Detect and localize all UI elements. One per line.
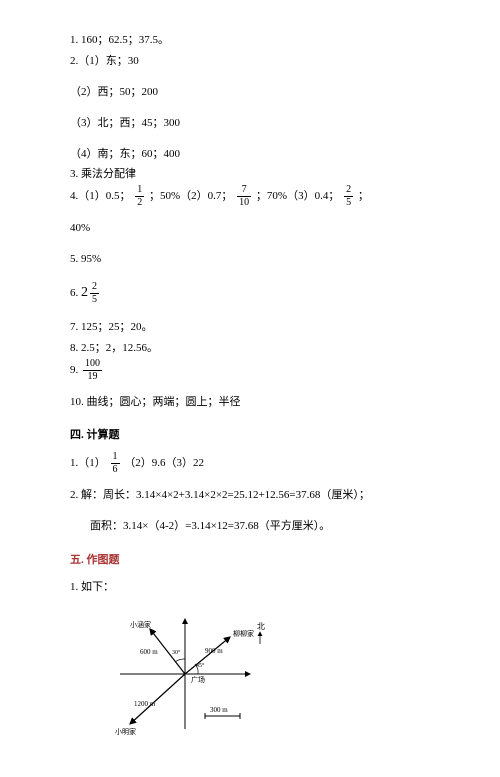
frac-num: 7 xyxy=(237,185,251,197)
ans-4-mid1: ；50%（2）0.7； xyxy=(149,190,232,202)
frac-num: 100 xyxy=(83,359,102,371)
frac-num: 1 xyxy=(135,185,144,197)
ans-5: 5. 95% xyxy=(70,249,440,270)
frac-den: 5 xyxy=(90,294,99,305)
frac-den: 5 xyxy=(344,197,353,208)
s5-q1: 1. 如下： xyxy=(70,577,440,598)
ans-6-label: 6. xyxy=(70,287,81,299)
frac-num: 1 xyxy=(111,452,120,464)
ans-1: 1. 160；62.5；37.5。 xyxy=(70,30,440,51)
label-300m: 300 m xyxy=(210,706,228,714)
label-600m: 600 m xyxy=(140,648,158,656)
fraction-two-fifths: 2 5 xyxy=(344,185,353,208)
ans-2-4: （4）南；东；60；400 xyxy=(70,144,440,165)
frac-den: 19 xyxy=(83,371,102,382)
ans-6: 6. 2 2 5 xyxy=(70,280,440,307)
ans-4-prefix: 4.（1）0.5； xyxy=(70,190,131,202)
s4-q1: 1.（1） 1 6 （2）9.6（3）22 xyxy=(70,452,440,475)
fraction-100-19: 100 19 xyxy=(83,359,102,382)
label-900m: 900 m xyxy=(205,647,223,655)
ans-8: 8. 2.5；2，12.56。 xyxy=(70,338,440,359)
ans-4-tail: ； xyxy=(358,190,369,202)
frac-num: 2 xyxy=(344,185,353,197)
frac-den: 2 xyxy=(135,197,144,208)
mixed-whole: 2 xyxy=(81,285,88,300)
label-xiaohan: 小涵家 xyxy=(130,620,151,629)
label-xiaoming: 小明家 xyxy=(115,727,136,736)
s4-q1-prefix: 1.（1） xyxy=(70,457,106,469)
ans-10: 10. 曲线；圆心；两端；圆上；半径 xyxy=(70,392,440,413)
label-angle-30: 30° xyxy=(172,649,181,656)
s4-q2b: 面积：3.14×（4-2）=3.14×12=37.68（平方厘米）。 xyxy=(90,516,440,537)
frac-num: 2 xyxy=(90,282,99,294)
label-angle-45: 45° xyxy=(196,662,205,669)
label-liuliu: 柳柳家 xyxy=(233,629,254,638)
ans-2-1: 2.（1）东；30 xyxy=(70,51,440,72)
fraction-inner: 2 5 xyxy=(90,282,99,305)
ans-9-label: 9. xyxy=(70,364,81,376)
fraction-half: 1 2 xyxy=(135,185,144,208)
label-north: 北 xyxy=(257,622,265,631)
ans-2-3: （3）北；西；45；300 xyxy=(70,113,440,134)
frac-den: 10 xyxy=(237,197,251,208)
mixed-fraction: 2 2 5 xyxy=(81,280,101,307)
section-4-title: 四. 计算题 xyxy=(70,426,440,442)
s4-q2a: 2. 解：周长：3.14×4×2+3.14×2×2=25.12+12.56=37… xyxy=(70,485,440,506)
ans-9: 9. 100 19 xyxy=(70,359,440,382)
ans-3: 3. 乘法分配律 xyxy=(70,164,440,185)
fraction-seven-tenths: 7 10 xyxy=(237,185,251,208)
frac-den: 6 xyxy=(111,464,120,475)
s4-q1-tail: （2）9.6（3）22 xyxy=(124,457,204,469)
fraction-one-sixth: 1 6 xyxy=(111,452,120,475)
direction-diagram: 小涵家 柳柳家 小明家 广场 600 m 900 m 1200 m 300 m … xyxy=(90,604,440,747)
ans-2-2: （2）西；50；200 xyxy=(70,82,440,103)
label-guangchang: 广场 xyxy=(191,675,205,684)
ans-4-cont: 40% xyxy=(70,218,440,239)
ans-4: 4.（1）0.5； 1 2 ；50%（2）0.7； 7 10 ；70%（3）0.… xyxy=(70,185,440,208)
ans-7: 7. 125；25；20。 xyxy=(70,317,440,338)
ans-4-mid2: ；70%（3）0.4； xyxy=(256,190,339,202)
section-5-title: 五. 作图题 xyxy=(70,551,440,567)
